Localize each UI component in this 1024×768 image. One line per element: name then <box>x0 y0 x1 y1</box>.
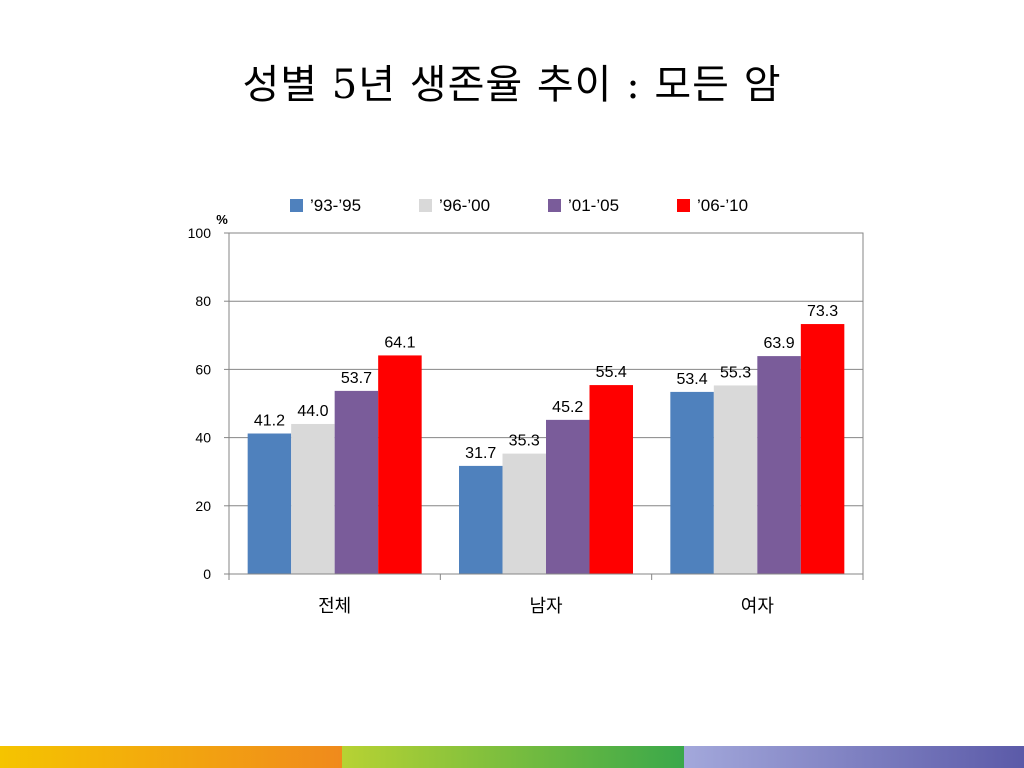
legend-swatch <box>548 199 561 212</box>
bar-chart: 41.2 44.0 53.7 64.1 31.7 35.3 45.2 55.4 53.4 55.3… <box>188 196 864 617</box>
axes: 0 20 40 60 80 100% 전체 남자 여자 <box>188 212 864 617</box>
bars: 41.2 44.0 53.7 64.1 31.7 35.3 45.2 55.4 53.4 55.3… <box>247 303 845 574</box>
legend-swatch <box>677 199 690 212</box>
y-tick-label: 60 <box>195 361 211 377</box>
data-label: 73.3 <box>807 303 838 320</box>
data-label: 35.3 <box>509 433 540 450</box>
y-tick-label: 0 <box>203 566 211 582</box>
data-label: 44.0 <box>297 403 328 420</box>
x-category-label: 남자 <box>529 596 563 617</box>
legend-label: ’06-’10 <box>697 196 748 215</box>
bar <box>713 385 758 574</box>
bar <box>502 453 546 574</box>
bar <box>757 356 801 574</box>
y-tick-label: 40 <box>195 430 211 446</box>
data-label: 63.9 <box>764 335 795 352</box>
bar <box>291 423 335 574</box>
legend-swatch <box>419 199 432 212</box>
footer-color-band <box>0 740 1024 768</box>
bar <box>247 433 292 574</box>
data-label: 55.4 <box>596 364 627 381</box>
bar <box>546 419 590 574</box>
bar <box>334 390 379 574</box>
bar <box>670 391 714 574</box>
x-category-label: 전체 <box>318 596 351 617</box>
data-label: 41.2 <box>254 413 285 430</box>
bar <box>800 324 845 574</box>
data-label: 45.2 <box>552 399 583 416</box>
legend: ’93-’95 ’96-’00 ’01-’05 ’06-’10 <box>290 196 748 215</box>
bar <box>459 465 503 574</box>
bar <box>589 385 633 574</box>
legend-label: ’96-’00 <box>439 196 490 215</box>
data-label: 55.3 <box>720 364 751 381</box>
legend-label: ’01-’05 <box>568 196 619 215</box>
data-label: 31.7 <box>465 445 496 462</box>
legend-swatch <box>290 199 303 212</box>
y-tick-label: 100 <box>188 225 212 241</box>
bar <box>378 355 422 574</box>
data-label: 64.1 <box>384 334 415 351</box>
slide-title: 성별 5년 생존율 추이 : 모든 암 <box>242 62 782 108</box>
legend-label: ’93-’95 <box>310 196 361 215</box>
data-label: 53.7 <box>341 370 372 387</box>
y-axis-label: % <box>216 212 228 227</box>
data-label: 53.4 <box>677 371 708 388</box>
y-tick-label: 80 <box>195 293 211 309</box>
y-tick-label: 20 <box>195 498 211 514</box>
x-category-label: 여자 <box>741 596 775 617</box>
